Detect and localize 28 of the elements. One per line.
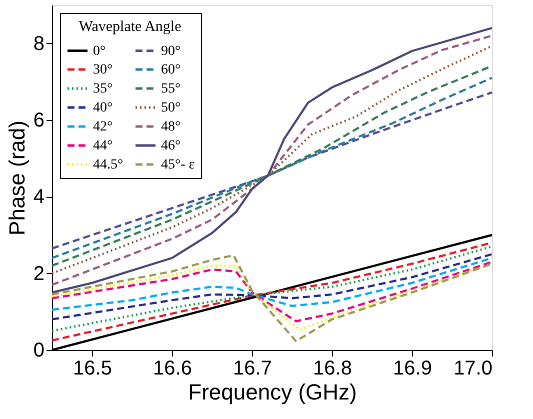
legend-label: 0° [93, 44, 106, 59]
x-tick-label: 17.0 [454, 358, 492, 380]
legend-label: 90° [161, 44, 181, 59]
y-tick-label: 2 [33, 262, 44, 285]
legend-label: 35° [93, 82, 113, 96]
legend-label: 44° [93, 138, 113, 154]
y-tick-label: 8 [33, 32, 44, 55]
x-tick-label: 16.7 [233, 358, 272, 380]
x-tick-label: 16.8 [313, 358, 352, 380]
y-tick-label: 6 [33, 110, 44, 132]
x-tick-label: 16.5 [73, 358, 112, 380]
x-axis-title: Frequency (GHz) [188, 380, 357, 404]
legend-label: 42° [93, 120, 113, 134]
legend-label: 44.5° [93, 158, 124, 172]
legend-title: Waveplate Angle [78, 19, 182, 35]
legend-label: 50° [161, 100, 181, 116]
x-tick-label: 16.6 [153, 358, 192, 380]
legend-label: 45°- ε [161, 158, 195, 172]
y-axis-title: Phase (rad) [4, 120, 30, 236]
legend-label: 60° [161, 62, 181, 78]
legend-label: 30° [93, 62, 113, 78]
legend-label: 40° [93, 100, 113, 116]
legend-label: 48° [161, 120, 181, 134]
y-tick-label: 0 [33, 340, 44, 362]
y-tick-label: 4 [33, 186, 44, 208]
x-tick-label: 16.9 [393, 358, 432, 380]
legend-label: 46° [161, 138, 181, 154]
legend-label: 55° [161, 82, 181, 96]
